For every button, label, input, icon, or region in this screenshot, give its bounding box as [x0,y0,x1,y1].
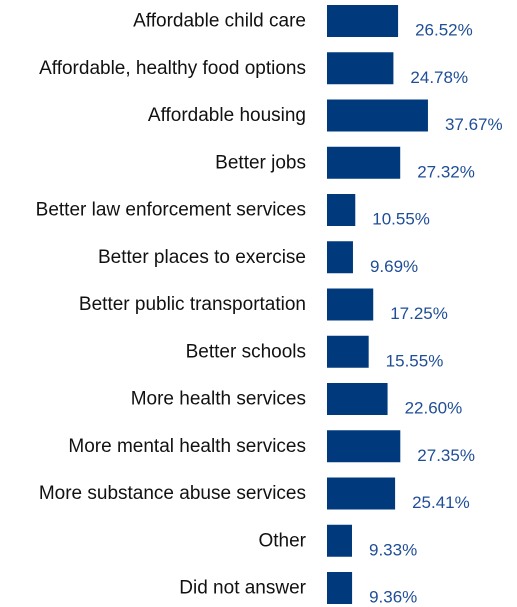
category-label: More mental health services [68,436,306,457]
category-label: More health services [131,389,306,410]
category-label: Affordable child care [133,11,306,32]
value-label: 9.36% [369,588,417,607]
value-label: 27.32% [417,162,475,181]
category-label: Better places to exercise [98,247,306,268]
bar [327,572,353,604]
bar [327,477,396,510]
bar [327,241,353,274]
category-label: Better schools [186,341,306,362]
value-label: 27.35% [417,446,475,465]
value-label: 26.52% [415,21,473,40]
value-label: 37.67% [445,115,503,134]
value-label: 25.41% [412,493,470,512]
value-label: 9.33% [369,540,417,559]
value-label: 9.69% [370,257,418,276]
bar [327,288,374,321]
category-label: Did not answer [179,578,306,599]
category-label: Affordable, healthy food options [39,58,306,79]
bar [327,194,356,226]
category-label: Better jobs [215,152,306,173]
category-label: More substance abuse services [39,483,306,504]
value-label: 22.60% [405,399,463,418]
category-label: Affordable housing [148,105,306,126]
bar [327,5,399,37]
value-label: 24.78% [410,68,468,87]
value-label: 10.55% [372,210,430,229]
value-label: 17.25% [390,304,448,323]
bar [327,383,388,415]
bar [327,99,428,132]
category-label: Better public transportation [79,294,306,315]
bar [327,52,394,85]
bar [327,430,401,463]
bar [327,524,353,557]
bar [327,146,401,179]
category-label: Other [258,530,306,551]
bar [327,335,369,368]
category-label: Better law enforcement services [36,200,306,221]
value-label: 15.55% [386,351,444,370]
